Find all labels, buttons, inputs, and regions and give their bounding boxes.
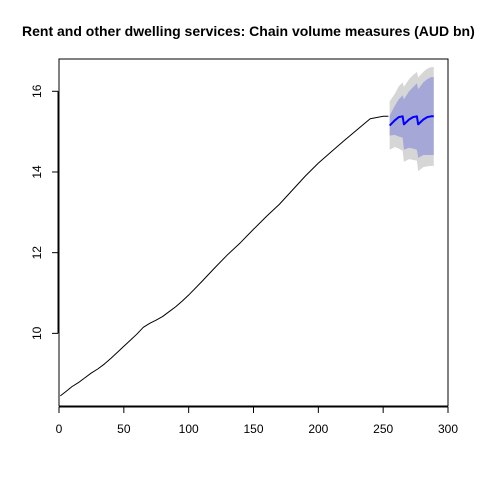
x-tick-label: 0 xyxy=(56,422,63,436)
x-axis: 0 50 100 150 200 250 300 xyxy=(56,406,458,436)
x-tick-label: 200 xyxy=(308,422,328,436)
x-tick-label: 100 xyxy=(179,422,199,436)
y-tick-label: 16 xyxy=(30,84,44,98)
series-lines xyxy=(59,115,434,397)
y-tick-label: 10 xyxy=(30,326,44,340)
y-tick-label: 14 xyxy=(30,165,44,179)
x-tick-label: 50 xyxy=(117,422,131,436)
forecast-line xyxy=(388,115,434,127)
x-tick-label: 250 xyxy=(373,422,393,436)
x-tick-label: 150 xyxy=(243,422,263,436)
chart-title: Rent and other dwelling services: Chain … xyxy=(22,23,475,39)
history-line xyxy=(59,115,389,397)
y-tick-label: 12 xyxy=(30,246,44,260)
x-tick-label: 300 xyxy=(438,422,458,436)
plot-border xyxy=(58,58,449,407)
y-axis: 10 12 14 16 xyxy=(30,84,59,340)
